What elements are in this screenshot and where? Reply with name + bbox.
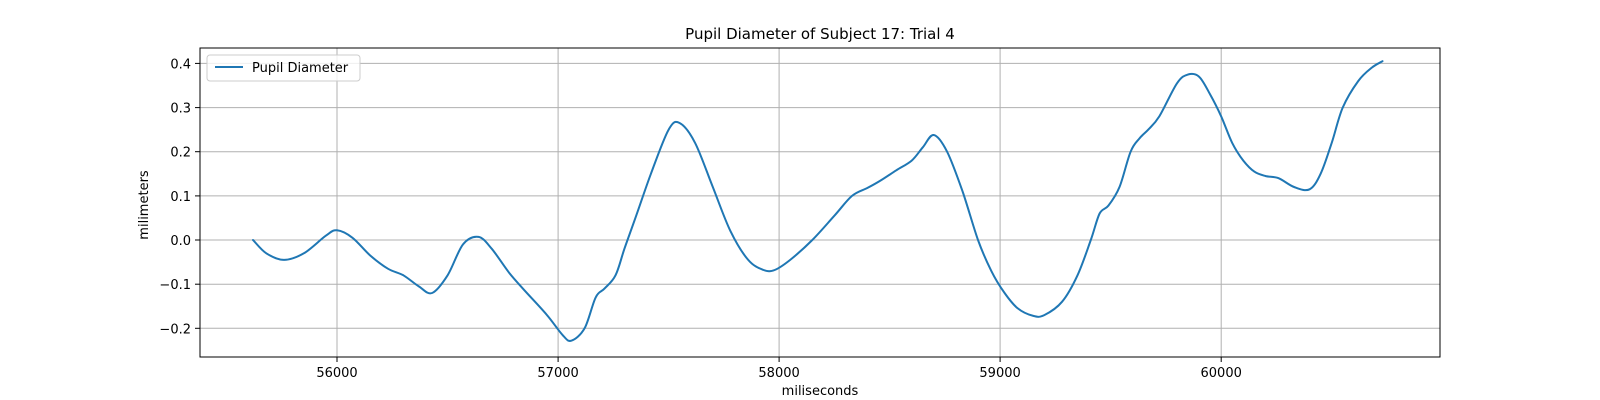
legend: Pupil Diameter	[206, 54, 361, 82]
x-tick-label: 59000	[979, 366, 1020, 381]
x-tick-label: 60000	[1201, 366, 1242, 381]
series-layer	[252, 60, 1384, 342]
plot-frame	[199, 47, 1441, 358]
y-tick-label: 0.1	[170, 190, 191, 205]
grid	[200, 48, 1440, 357]
y-axis-ticks: −0.2 −0.1 0.0 0.1 0.2 0.3 0.4	[159, 57, 200, 337]
y-axis-label: milimeters	[137, 170, 152, 240]
y-tick-label: 0.3	[170, 102, 191, 117]
y-tick-label: 0.0	[170, 234, 191, 249]
y-tick-label: −0.2	[159, 322, 191, 337]
y-tick-label: 0.2	[170, 146, 191, 161]
y-tick-label: −0.1	[159, 278, 191, 293]
legend-box	[206, 54, 361, 82]
x-tick-label: 57000	[537, 366, 578, 381]
y-tick-label: 0.4	[170, 57, 191, 72]
x-tick-label: 58000	[758, 366, 799, 381]
x-tick-label: 56000	[316, 366, 357, 381]
series-line-pupil-diameter	[252, 60, 1384, 342]
chart-title: Pupil Diameter of Subject 17: Trial 4	[685, 25, 955, 43]
legend-label-pupil-diameter: Pupil Diameter	[252, 61, 349, 76]
x-axis-ticks: 56000 57000 58000 59000 60000	[316, 357, 1242, 381]
x-axis-label: miliseconds	[782, 384, 859, 399]
